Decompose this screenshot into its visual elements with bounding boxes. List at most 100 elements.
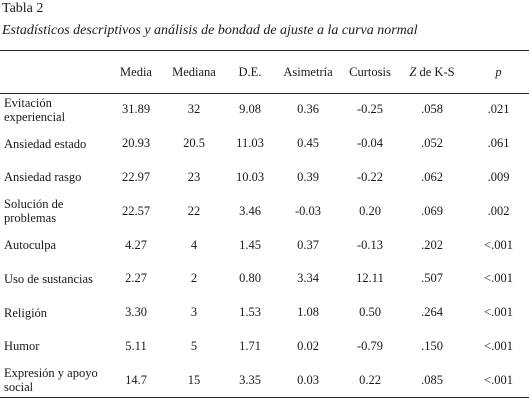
cell-curtosis: 12.11 [356,271,384,286]
table-row: Humor 5.11 5 1.71 0.02 -0.79 .150 <.001 [0,330,529,364]
cell-p: <.001 [484,271,513,286]
cell-asimetria: 0.02 [297,338,319,353]
cell-media: 14.7 [125,372,147,387]
cell-asimetria: 0.03 [297,372,319,387]
cell-de: 10.03 [235,169,265,184]
cell-z-ks: .085 [421,372,443,387]
cell-mediana: 32 [187,102,201,117]
cell-media: 5.11 [125,338,147,353]
table-header: Media Mediana D.E. Asimetría Curtosis Z … [0,51,529,93]
header-cell-p: p [495,64,502,79]
cell-curtosis: 0.20 [359,203,381,218]
cell-curtosis: -0.22 [356,169,384,184]
cell-de: 1.53 [239,305,261,320]
cell-curtosis: -0.13 [356,237,384,252]
cell-p: <.001 [484,305,513,320]
cell-media: 3.30 [125,305,147,320]
cell-variable: Autoculpa [4,238,57,253]
cell-mediana: 23 [187,169,201,184]
table-row: Solución de problemas 22.57 22 3.46 -0.03 0.2… [0,194,529,228]
statistics-table: Media Mediana D.E. Asimetría Curtosis Z … [0,51,529,397]
cell-media: 31.89 [121,102,151,117]
cell-p: .061 [487,136,510,151]
cell-media: 20.93 [121,136,151,151]
table-body: Evitación experiencial 31.89 32 9.08 0.36 -0.… [0,93,529,397]
cell-media: 4.27 [125,237,147,252]
table-row: Ansiedad estado 20.93 20.5 11.03 0.45 -0.04 .0… [0,127,529,161]
cell-mediana: 15 [187,372,201,387]
cell-de: 0.80 [239,271,261,286]
cell-mediana: 2 [190,271,198,286]
table-row: Religión 3.30 3 1.53 1.08 0.50 .264 <.001 [0,296,529,330]
cell-z-ks: .069 [421,203,443,218]
cell-variable: Religión [4,305,48,320]
top-rule [0,50,529,51]
cell-variable: Evitación experiencial [4,95,66,124]
cell-z-ks: .052 [421,136,443,151]
cell-asimetria: 1.08 [297,305,319,320]
cell-de: 3.46 [239,203,261,218]
cell-p: .021 [487,102,510,117]
table-label: Tabla 2 [2,1,44,16]
cell-z-ks: .058 [421,102,443,117]
cell-p: <.001 [484,338,513,353]
table-row: Expresión y apoyo social 14.7 15 3.35 0.03 0.… [0,363,529,397]
cell-mediana: 5 [190,338,198,353]
cell-asimetria: 3.34 [297,271,319,286]
cell-asimetria: 0.39 [297,169,319,184]
header-row: Media Mediana D.E. Asimetría Curtosis Z … [0,51,529,93]
cell-curtosis: -0.79 [356,338,384,353]
cell-p: .002 [487,203,510,218]
cell-z-ks: .264 [421,305,443,320]
cell-mediana: 20.5 [183,136,205,151]
cell-variable: Humor [4,339,40,354]
z-ks-rest: de K-S [416,64,455,79]
cell-mediana: 4 [190,237,198,252]
cell-z-ks: .202 [421,237,443,252]
table-row: Evitación experiencial 31.89 32 9.08 0.36 -0.… [0,93,529,127]
cell-de: 11.03 [236,136,264,151]
header-cell-curtosis: Curtosis [349,64,391,79]
cell-p: .009 [487,169,510,184]
cell-de: 9.08 [239,102,261,117]
table-row: Uso de sustancias 2.27 2 0.80 3.34 12.11 .507 <… [0,262,529,296]
cell-curtosis: -0.04 [356,136,384,151]
cell-p: <.001 [484,372,513,387]
cell-asimetria: 0.45 [297,136,319,151]
cell-p: <.001 [484,237,513,252]
table-row: Autoculpa 4.27 4 1.45 0.37 -0.13 .202 <.001 [0,228,529,262]
header-cell-asimetria: Asimetría [283,64,333,79]
header-cell-media: Media [120,64,152,79]
cell-z-ks: .507 [421,271,443,286]
cell-z-ks: .062 [421,169,443,184]
header-cell-z-ks: Z de K-S [400,51,464,93]
cell-mediana: 22 [187,203,201,218]
cell-variable: Expresión y apoyo social [4,366,98,395]
cell-asimetria: 0.37 [297,237,319,252]
z-symbol: Z [409,64,417,79]
cell-curtosis: -0.25 [356,102,384,117]
cell-variable: Solución de problemas [4,197,64,226]
cell-de: 1.45 [239,237,261,252]
header-cell-de: D.E. [238,64,262,79]
cell-curtosis: 0.50 [359,305,381,320]
table-row: Ansiedad rasgo 22.97 23 10.03 0.39 -0.22 .062.… [0,161,529,195]
cell-variable: Ansiedad estado [4,136,87,151]
cell-variable: Uso de sustancias [4,271,93,286]
header-cell-variable [0,51,108,93]
cell-asimetria: 0.36 [297,102,319,117]
cell-media: 2.27 [125,271,147,286]
cell-de: 1.71 [239,338,261,353]
cell-z-ks: .150 [421,338,443,353]
cell-variable: Ansiedad rasgo [4,170,82,185]
header-rule [0,93,529,94]
table-caption: Estadísticos descriptivos y análisis de … [2,23,418,38]
header-cell-mediana: Mediana [172,64,216,79]
cell-media: 22.97 [121,169,151,184]
cell-asimetria: -0.03 [294,203,322,218]
cell-mediana: 3 [190,305,198,320]
cell-media: 22.57 [121,203,151,218]
cell-curtosis: 0.22 [359,372,381,387]
cell-de: 3.35 [239,372,261,387]
bottom-rule [0,397,529,398]
